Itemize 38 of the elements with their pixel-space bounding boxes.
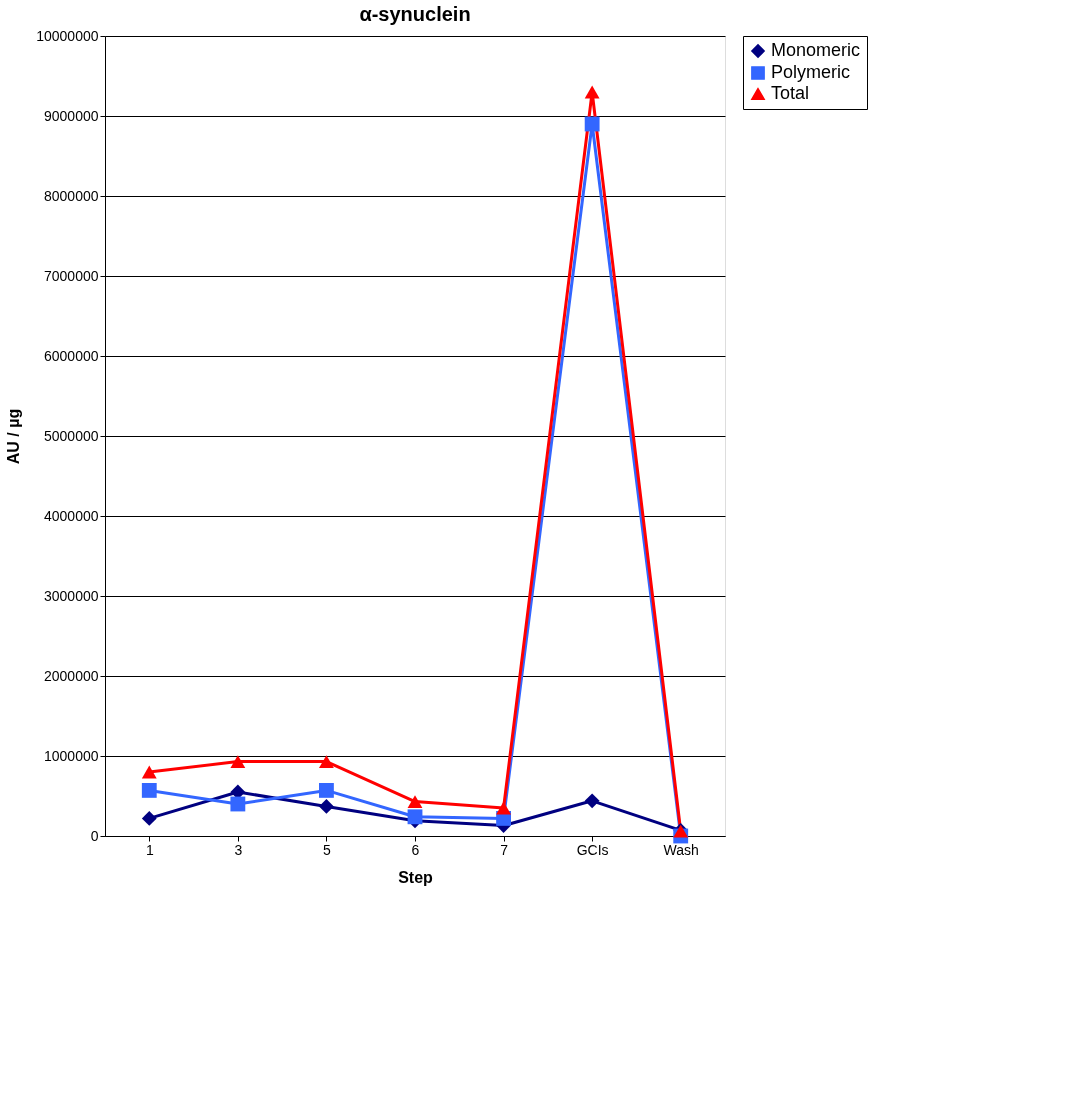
point bbox=[141, 782, 157, 798]
y-tick-label: 6000000 bbox=[43, 347, 99, 364]
x-tick-label: Wash bbox=[663, 841, 699, 858]
y-tick-label: 10000000 bbox=[36, 27, 99, 44]
point bbox=[407, 795, 423, 809]
point bbox=[141, 765, 157, 779]
legend-label: Polymeric bbox=[771, 62, 851, 82]
y-tick-label: 0 bbox=[90, 827, 99, 844]
legend-label: Monomeric bbox=[771, 40, 861, 60]
point bbox=[584, 793, 600, 809]
y-tick-label: 1000000 bbox=[43, 747, 99, 764]
y-tick-label: 3000000 bbox=[43, 587, 99, 604]
point bbox=[141, 810, 157, 826]
x-tick-label: 3 bbox=[234, 841, 243, 858]
x-tick-label: 5 bbox=[323, 841, 332, 858]
y-tick-label: 2000000 bbox=[43, 667, 99, 684]
point bbox=[319, 755, 334, 769]
point bbox=[496, 801, 511, 815]
y-tick-label: 8000000 bbox=[43, 187, 99, 204]
x-tick-label: 1 bbox=[145, 841, 154, 858]
point bbox=[584, 85, 600, 99]
chart-title: α-synuclein bbox=[359, 3, 471, 25]
legend-label: Total bbox=[771, 83, 810, 103]
y-tick-label: 7000000 bbox=[43, 267, 99, 284]
x-tick-label: 6 bbox=[411, 841, 420, 858]
y-axis-title: AU / µg bbox=[5, 408, 23, 465]
point bbox=[230, 755, 246, 769]
y-tick-label: 9000000 bbox=[43, 107, 99, 124]
x-tick-label: 7 bbox=[500, 841, 509, 858]
point bbox=[319, 798, 334, 814]
y-tick-label: 5000000 bbox=[43, 427, 99, 444]
x-tick-label: GCIs bbox=[576, 841, 609, 858]
point bbox=[407, 809, 423, 825]
y-tick-label: 4000000 bbox=[43, 507, 99, 524]
point bbox=[230, 796, 246, 812]
x-axis-title: Step bbox=[398, 868, 434, 886]
point bbox=[584, 116, 600, 132]
point bbox=[319, 782, 334, 798]
